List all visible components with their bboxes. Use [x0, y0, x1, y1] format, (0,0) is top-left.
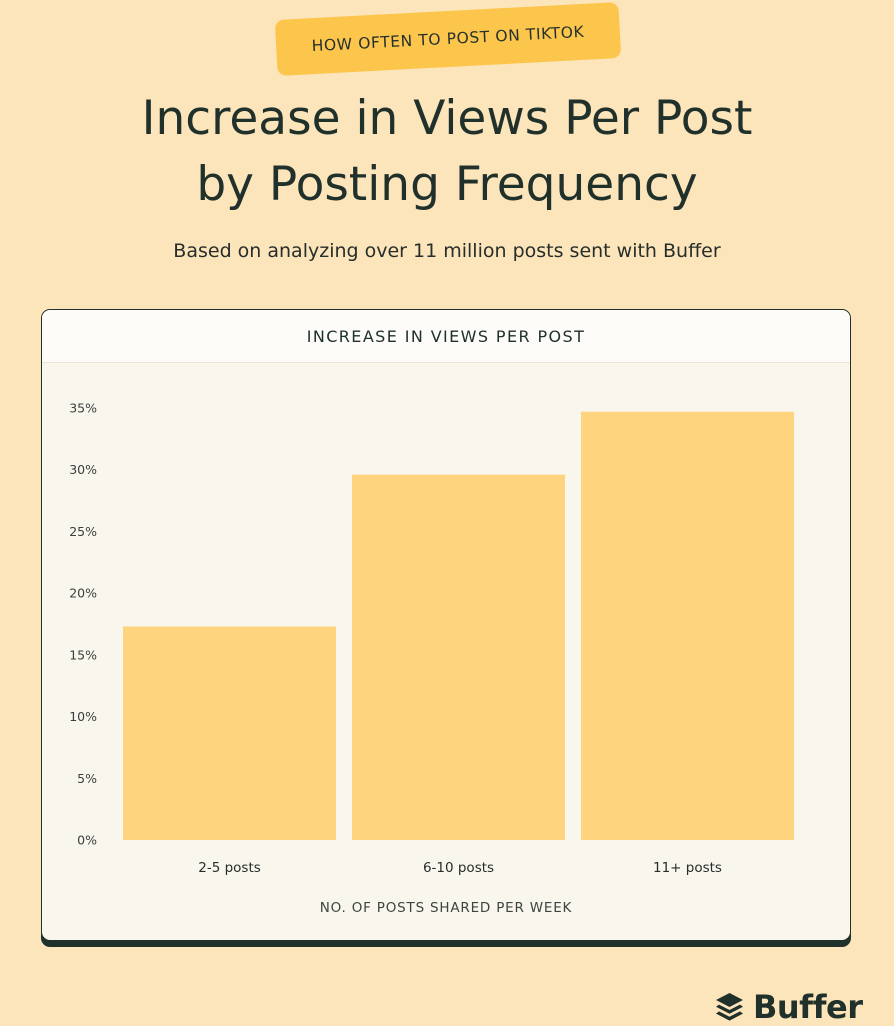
y-tick-label: 5%	[77, 771, 97, 786]
bar	[352, 474, 565, 840]
topic-tag: HOW OFTEN TO POST ON TIKTOK	[274, 2, 622, 76]
y-tick-label: 15%	[69, 647, 97, 662]
topic-tag-label: HOW OFTEN TO POST ON TIKTOK	[311, 22, 585, 56]
page-title-line-1: Increase in Views Per Post	[141, 91, 753, 146]
y-tick-label: 0%	[77, 833, 97, 848]
chart-title: INCREASE IN VIEWS PER POST	[42, 310, 850, 363]
y-tick-label: 25%	[69, 524, 97, 539]
y-tick-label: 10%	[69, 709, 97, 724]
x-tick-label: 2-5 posts	[198, 860, 261, 876]
y-tick-label: 35%	[69, 401, 97, 416]
page-subtitle: Based on analyzing over 11 million posts…	[173, 240, 721, 262]
bar-chart: 0% 5% 10% 15% 20% 25% 30% 35% 2-5 posts 6-10 post…	[69, 401, 794, 876]
page-title-line-2: by Posting Frequency	[196, 157, 698, 212]
x-tick-label: 11+ posts	[653, 860, 722, 876]
y-tick-label: 20%	[69, 586, 97, 601]
page-title: Increase in Views Per Post by Posting Fr…	[0, 86, 894, 218]
brand-logo: Buffer	[714, 988, 863, 1026]
bar	[123, 626, 336, 840]
x-tick-label: 6-10 posts	[423, 860, 494, 876]
chart-card: INCREASE IN VIEWS PER POST 0% 5% 10% 15% 20%…	[41, 309, 851, 941]
x-axis-title: NO. OF POSTS SHARED PER WEEK	[319, 900, 573, 916]
buffer-layers-icon	[716, 992, 743, 1021]
bar	[581, 411, 794, 840]
brand-name: Buffer	[753, 988, 863, 1026]
y-tick-label: 30%	[69, 462, 97, 477]
